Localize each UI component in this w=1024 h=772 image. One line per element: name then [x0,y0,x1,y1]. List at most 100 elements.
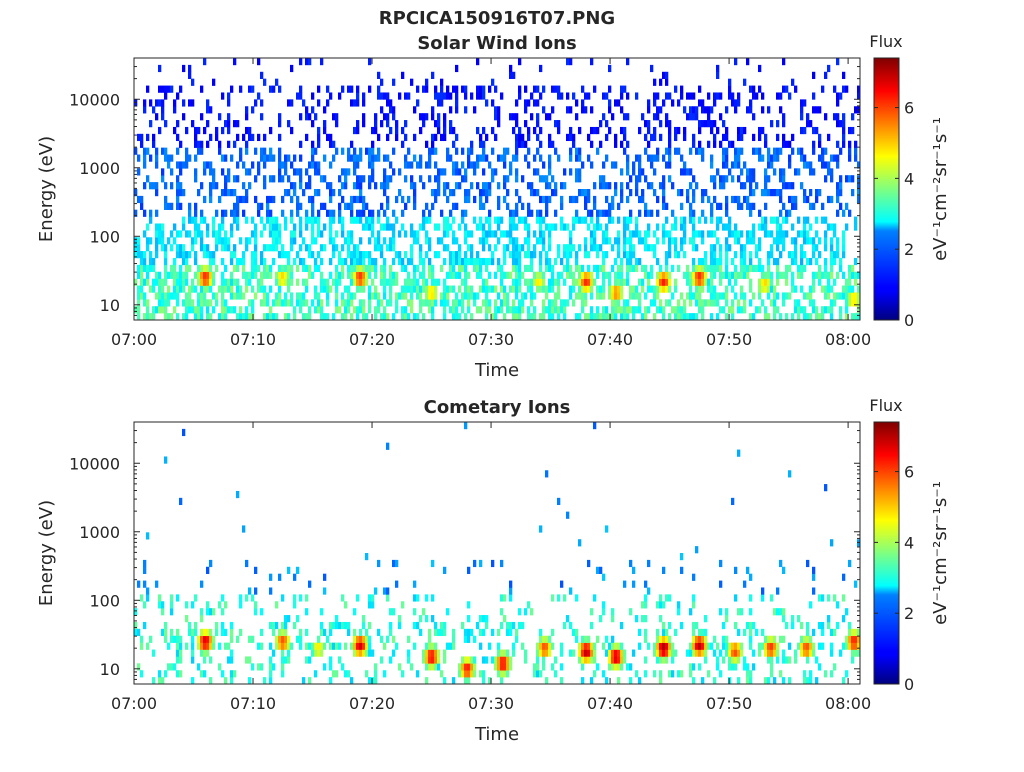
flux-cell [158,278,162,286]
flux-cell [236,635,240,643]
flux-cell [248,635,252,643]
flux-cell [716,292,720,300]
flux-cell [272,257,276,266]
flux-cell [341,147,345,155]
flux-cell [569,264,573,273]
flux-cell [497,113,501,121]
flux-cell [668,642,672,650]
flux-cell [176,285,180,293]
flux-cell [677,306,681,314]
flux-cell [692,113,696,121]
flux-cell [416,161,420,169]
flux-cell [635,175,639,183]
flux-cell [740,230,744,238]
flux-cell [275,230,279,238]
flux-cell [452,161,456,169]
flux-cell [389,175,393,183]
flux-cell [512,299,516,307]
flux-cell [605,313,609,321]
flux-cell [548,195,552,204]
flux-cell [464,422,468,430]
flux-cell [842,85,846,93]
flux-cell [269,306,273,314]
flux-cell [359,257,363,266]
flux-cell [155,306,159,314]
flux-cell [185,313,189,321]
flux-cell [137,195,141,204]
flux-cell [812,642,816,650]
flux-cell [851,271,855,279]
flux-cell [710,209,714,217]
flux-cell [689,285,693,293]
flux-cell [353,608,357,616]
flux-cell [305,106,309,114]
flux-cell [506,147,510,155]
flux-cell [455,64,459,73]
flux-cell [560,299,564,307]
flux-cell [701,285,705,293]
flux-cell [227,656,231,664]
flux-cell [365,264,369,273]
flux-cell [479,140,483,148]
flux-cell [527,264,531,273]
flux-cell [146,223,150,231]
flux-cell [305,264,309,273]
flux-cell [365,642,369,650]
flux-cell [356,306,360,314]
flux-cell [560,580,564,588]
flux-cell [806,313,810,321]
flux-cell [554,147,558,155]
flux-cell [422,656,426,664]
flux-cell [152,133,156,142]
flux-cell [560,223,564,231]
flux-cell [251,635,255,643]
flux-cell [428,642,432,650]
flux-cell [569,154,573,162]
flux-cell [161,299,165,307]
flux-cell [539,140,543,148]
flux-cell [512,237,516,245]
flux-cell [347,230,351,238]
flux-cell [230,677,234,685]
flux-cell [323,126,327,135]
flux-cell [611,216,615,224]
flux-cell [362,621,366,630]
flux-cell [314,264,318,273]
flux-cell [179,264,183,273]
flux-cell [824,175,828,183]
flux-cell [494,663,498,671]
flux-cell [233,670,237,678]
flux-cell [524,264,528,273]
flux-cell [164,306,168,314]
flux-cell [461,147,465,155]
flux-cell [722,182,726,190]
flux-cell [308,251,312,259]
flux-cell [617,299,621,307]
flux-cell [161,278,165,286]
flux-cell [776,278,780,286]
flux-cell [179,285,183,293]
flux-cell [734,621,738,630]
flux-cell [794,257,798,266]
flux-cell [209,677,213,685]
flux-cell [464,257,468,266]
flux-cell [197,223,201,231]
flux-cell [836,251,840,259]
flux-cell [146,237,150,245]
flux-cell [824,484,828,492]
flux-cell [773,649,777,657]
flux-cell [266,154,270,162]
flux-cell [647,223,651,231]
flux-cell [749,278,753,286]
flux-cell [368,175,372,183]
flux-cell [710,161,714,169]
flux-cell [758,306,762,314]
flux-cell [305,285,309,293]
flux-cell [278,628,282,637]
flux-cell [578,175,582,183]
flux-cell [254,271,258,279]
flux-cell [275,635,279,643]
flux-cell [539,154,543,162]
flux-cell [170,271,174,279]
flux-cell [200,147,204,155]
